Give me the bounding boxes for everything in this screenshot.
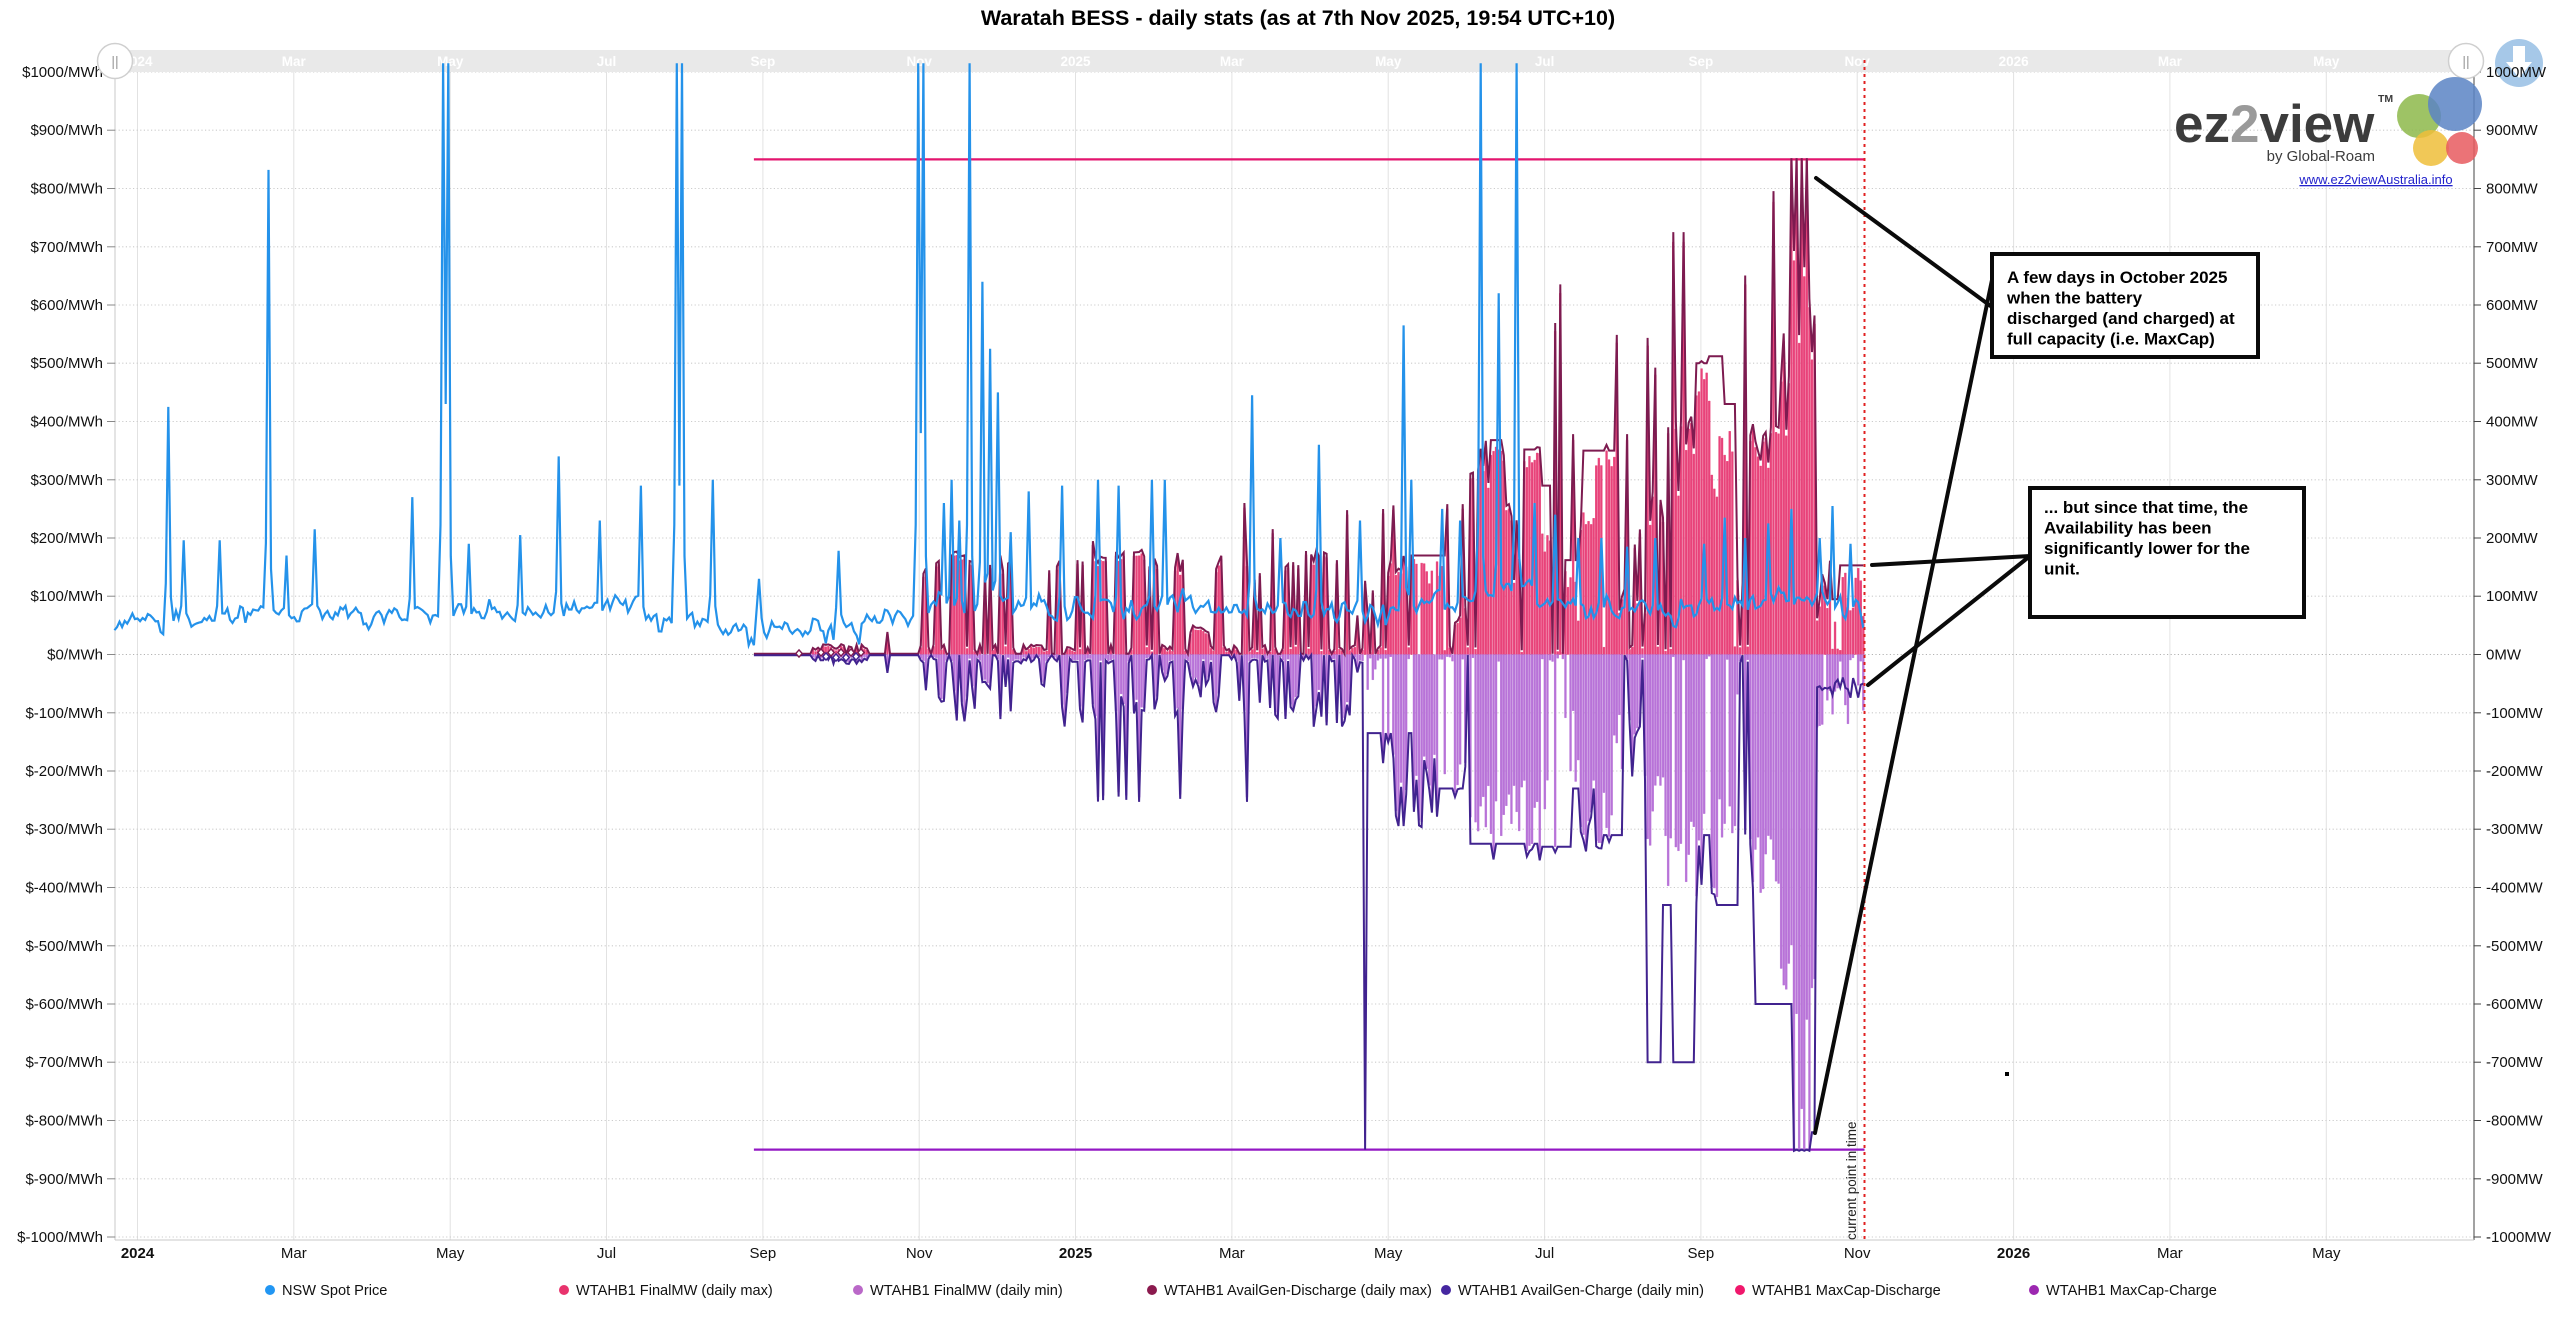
svg-text:discharged (and charged) at: discharged (and charged) at <box>2007 309 2235 328</box>
svg-text:200MW: 200MW <box>2486 530 2539 547</box>
svg-text:$-900/MWh: $-900/MWh <box>25 1171 103 1188</box>
svg-text:$200/MWh: $200/MWh <box>30 530 103 547</box>
svg-text:$400/MWh: $400/MWh <box>30 414 103 431</box>
svg-text:by Global-Roam: by Global-Roam <box>2267 148 2375 165</box>
svg-text:-1000MW: -1000MW <box>2486 1229 2552 1246</box>
svg-text:-300MW: -300MW <box>2486 821 2544 838</box>
svg-text:Jul: Jul <box>1535 1245 1554 1262</box>
svg-text:current point in time: current point in time <box>1844 1121 1859 1240</box>
svg-text:Sep: Sep <box>1688 1245 1715 1262</box>
svg-text:500MW: 500MW <box>2486 355 2539 372</box>
svg-text:Mar: Mar <box>1219 1245 1245 1262</box>
svg-text:WTAHB1 MaxCap-Discharge: WTAHB1 MaxCap-Discharge <box>1752 1283 1941 1299</box>
svg-text:600MW: 600MW <box>2486 297 2539 314</box>
svg-text:TM: TM <box>2378 93 2393 105</box>
svg-text:2026: 2026 <box>1999 54 2030 69</box>
svg-text:May: May <box>2312 1245 2341 1262</box>
svg-text:$0/MWh: $0/MWh <box>47 647 103 664</box>
svg-text:$300/MWh: $300/MWh <box>30 472 103 489</box>
svg-text:May: May <box>437 54 464 69</box>
svg-text:NSW Spot Price: NSW Spot Price <box>282 1283 387 1299</box>
svg-text:-600MW: -600MW <box>2486 996 2544 1013</box>
svg-text:2025: 2025 <box>1059 1245 1092 1262</box>
svg-text:$600/MWh: $600/MWh <box>30 297 103 314</box>
svg-text:300MW: 300MW <box>2486 472 2539 489</box>
svg-text:1000MW: 1000MW <box>2486 64 2547 81</box>
svg-text:$-200/MWh: $-200/MWh <box>25 763 103 780</box>
svg-text:Jul: Jul <box>597 1245 616 1262</box>
svg-text:900MW: 900MW <box>2486 122 2539 139</box>
svg-text:$-600/MWh: $-600/MWh <box>25 996 103 1013</box>
svg-text:-800MW: -800MW <box>2486 1113 2544 1130</box>
svg-text:2025: 2025 <box>1060 54 1091 69</box>
svg-text:WTAHB1 MaxCap-Charge: WTAHB1 MaxCap-Charge <box>2046 1283 2217 1299</box>
svg-text:WTAHB1 FinalMW (daily max): WTAHB1 FinalMW (daily max) <box>576 1283 773 1299</box>
svg-text:unit.: unit. <box>2044 560 2080 579</box>
svg-text:$-300/MWh: $-300/MWh <box>25 821 103 838</box>
svg-text:-700MW: -700MW <box>2486 1054 2544 1071</box>
svg-text:2024: 2024 <box>121 1245 155 1262</box>
svg-text:May: May <box>2313 54 2340 69</box>
svg-text:Sep: Sep <box>751 54 776 69</box>
svg-text:Nov: Nov <box>906 1245 933 1262</box>
svg-text:||: || <box>2462 53 2469 69</box>
svg-text:$700/MWh: $700/MWh <box>30 239 103 256</box>
svg-text:$-1000/MWh: $-1000/MWh <box>17 1229 103 1246</box>
svg-text:100MW: 100MW <box>2486 588 2539 605</box>
svg-text:$-500/MWh: $-500/MWh <box>25 938 103 955</box>
svg-text:-900MW: -900MW <box>2486 1171 2544 1188</box>
svg-text:Mar: Mar <box>282 54 307 69</box>
svg-text:Mar: Mar <box>1220 54 1245 69</box>
svg-text:Nov: Nov <box>906 54 932 69</box>
svg-text:-500MW: -500MW <box>2486 938 2544 955</box>
svg-text:$-100/MWh: $-100/MWh <box>25 705 103 722</box>
svg-text:ez2view: ez2view <box>2174 95 2375 154</box>
svg-text:Jul: Jul <box>1535 54 1555 69</box>
svg-text:WTAHB1 FinalMW (daily min): WTAHB1 FinalMW (daily min) <box>870 1283 1063 1299</box>
svg-text:-200MW: -200MW <box>2486 763 2544 780</box>
svg-text:May: May <box>1375 54 1402 69</box>
svg-text:800MW: 800MW <box>2486 181 2539 198</box>
svg-text:$800/MWh: $800/MWh <box>30 181 103 198</box>
svg-text:-100MW: -100MW <box>2486 705 2544 722</box>
svg-text:$900/MWh: $900/MWh <box>30 122 103 139</box>
svg-text:-400MW: -400MW <box>2486 880 2544 897</box>
svg-text:May: May <box>436 1245 465 1262</box>
svg-text:$-800/MWh: $-800/MWh <box>25 1113 103 1130</box>
svg-text:$-700/MWh: $-700/MWh <box>25 1054 103 1071</box>
svg-text:... but since that time, the: ... but since that time, the <box>2044 498 2248 517</box>
svg-text:Availability has been: Availability has been <box>2044 519 2212 538</box>
svg-text:$100/MWh: $100/MWh <box>30 588 103 605</box>
svg-text:400MW: 400MW <box>2486 414 2539 431</box>
svg-text:$-400/MWh: $-400/MWh <box>25 880 103 897</box>
svg-text:Mar: Mar <box>281 1245 307 1262</box>
svg-text:$500/MWh: $500/MWh <box>30 355 103 372</box>
svg-text:A few days in October 2025: A few days in October 2025 <box>2007 268 2227 287</box>
svg-text:Nov: Nov <box>1844 54 1870 69</box>
svg-text:Mar: Mar <box>2158 54 2183 69</box>
svg-text:Jul: Jul <box>597 54 617 69</box>
svg-text:Mar: Mar <box>2157 1245 2183 1262</box>
svg-text:WTAHB1 AvailGen-Charge (daily: WTAHB1 AvailGen-Charge (daily min) <box>1458 1283 1704 1299</box>
svg-text:www.ez2viewAustralia.info: www.ez2viewAustralia.info <box>2298 172 2452 187</box>
svg-text:when the battery: when the battery <box>2006 289 2143 308</box>
svg-text:significantly lower for the: significantly lower for the <box>2044 539 2250 558</box>
svg-text:0MW: 0MW <box>2486 647 2522 664</box>
svg-text:Waratah BESS - daily stats (as: Waratah BESS - daily stats (as at 7th No… <box>981 6 1615 30</box>
svg-text:Sep: Sep <box>1689 54 1714 69</box>
svg-text:Sep: Sep <box>750 1245 777 1262</box>
svg-text:700MW: 700MW <box>2486 239 2539 256</box>
svg-text:WTAHB1 AvailGen-Discharge (dai: WTAHB1 AvailGen-Discharge (daily max) <box>1164 1283 1432 1299</box>
svg-text:||: || <box>111 53 118 69</box>
svg-text:Nov: Nov <box>1844 1245 1871 1262</box>
svg-text:$1000/MWh: $1000/MWh <box>22 64 103 81</box>
svg-text:full capacity (i.e. MaxCap): full capacity (i.e. MaxCap) <box>2007 330 2215 349</box>
svg-text:2026: 2026 <box>1997 1245 2030 1262</box>
svg-text:May: May <box>1374 1245 1403 1262</box>
